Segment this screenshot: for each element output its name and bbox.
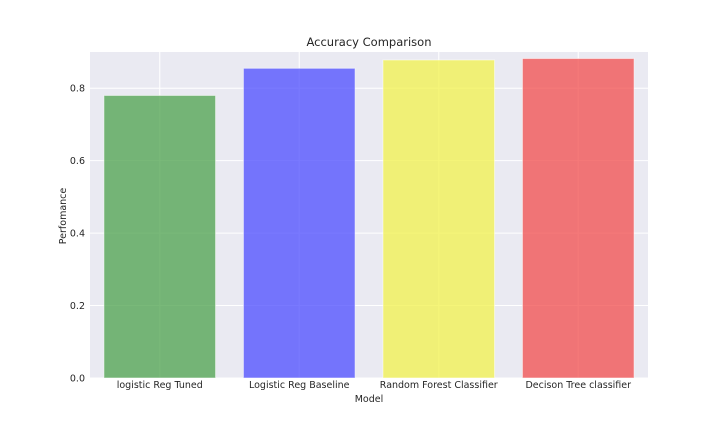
- y-tick-label: 0.8: [70, 84, 85, 95]
- x-tick-label: logistic Reg Tuned: [117, 380, 203, 391]
- y-tick-label: 0.4: [70, 229, 85, 240]
- bar: [521, 58, 635, 379]
- y-axis-label: Perfomance: [58, 188, 69, 245]
- y-axis-ticks: 0.0 0.2 0.4 0.6 0.8: [70, 84, 85, 385]
- bar: [242, 67, 356, 379]
- bar: [103, 94, 217, 379]
- y-tick-label: 0.6: [70, 156, 85, 167]
- x-axis-ticks: logistic Reg Tuned Logistic Reg Baseline R…: [117, 380, 631, 391]
- y-tick-label: 0.0: [70, 374, 85, 385]
- x-tick-label: Random Forest Classifier: [380, 380, 498, 391]
- y-tick-label: 0.2: [70, 301, 85, 312]
- x-tick-label: Logistic Reg Baseline: [249, 380, 350, 391]
- chart-title: Accuracy Comparison: [306, 35, 431, 49]
- x-tick-label: Decison Tree classifier: [525, 380, 631, 391]
- x-axis-label: Model: [355, 394, 384, 405]
- bars: [103, 58, 635, 379]
- bar: [382, 59, 496, 379]
